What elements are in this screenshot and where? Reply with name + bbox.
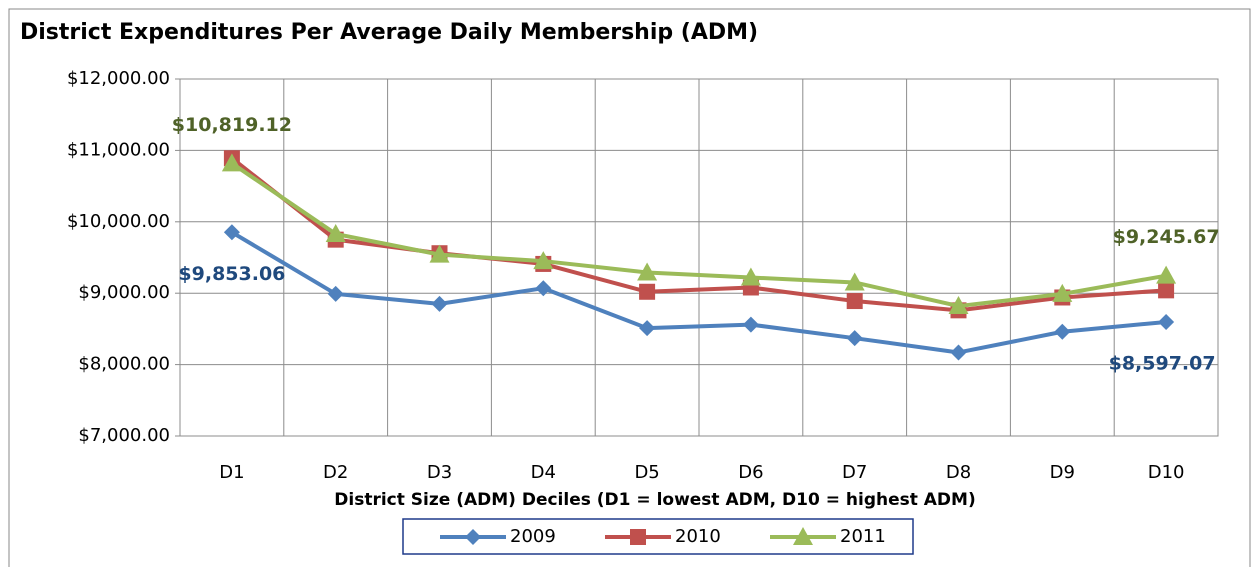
y-tick-label: $8,000.00 — [78, 354, 170, 375]
data-point — [948, 296, 969, 315]
data-point — [844, 272, 865, 291]
data-point — [742, 316, 759, 333]
data-point — [1156, 265, 1177, 284]
chart-title: District Expenditures Per Average Daily … — [20, 20, 758, 45]
series-line — [230, 161, 1167, 309]
data-point — [223, 224, 240, 241]
data-point — [431, 295, 448, 312]
legend-marker — [465, 529, 481, 545]
data-point — [1158, 282, 1175, 299]
series-line — [230, 156, 1167, 313]
x-tick-label: D8 — [946, 462, 971, 483]
data-point — [639, 320, 656, 337]
data-point — [535, 280, 552, 297]
data-point — [325, 223, 346, 242]
legend-marker — [793, 527, 813, 545]
y-tick-label: $12,000.00 — [67, 68, 170, 89]
data-label: $9,245.67 — [1113, 226, 1220, 248]
y-tick-label: $10,000.00 — [67, 211, 170, 232]
legend-marker — [630, 529, 646, 545]
x-tick-label: D2 — [323, 462, 348, 483]
data-point — [533, 251, 554, 270]
x-tick-label: D3 — [427, 462, 452, 483]
data-point — [740, 267, 761, 286]
y-tick-label: $11,000.00 — [67, 139, 170, 160]
x-tick-label: D1 — [219, 462, 244, 483]
legend-label: 2011 — [840, 526, 886, 547]
data-point — [1158, 313, 1175, 330]
data-point — [846, 330, 863, 347]
data-point — [1052, 283, 1073, 302]
y-tick-label: $7,000.00 — [78, 425, 170, 446]
y-tick-label: $9,000.00 — [78, 282, 170, 303]
legend-label: 2010 — [675, 526, 721, 547]
x-axis-label: District Size (ADM) Deciles (D1 = lowest… — [334, 490, 975, 510]
legend-label: 2009 — [510, 526, 556, 547]
data-point — [429, 244, 450, 263]
data-point — [221, 153, 242, 172]
data-label: $10,819.12 — [172, 114, 292, 136]
series-line — [230, 230, 1167, 355]
x-tick-label: D10 — [1148, 462, 1185, 483]
data-point — [846, 293, 863, 310]
x-tick-label: D9 — [1050, 462, 1075, 483]
data-point — [1054, 323, 1071, 340]
x-tick-label: D6 — [738, 462, 763, 483]
x-tick-label: D5 — [634, 462, 659, 483]
data-point — [637, 262, 658, 281]
data-point — [327, 285, 344, 302]
data-label: $9,853.06 — [178, 263, 285, 285]
x-tick-label: D4 — [531, 462, 556, 483]
data-point — [950, 344, 967, 361]
plot-border — [179, 78, 1219, 437]
data-point — [639, 283, 656, 300]
x-tick-label: D7 — [842, 462, 867, 483]
data-label: $8,597.07 — [1109, 352, 1216, 374]
